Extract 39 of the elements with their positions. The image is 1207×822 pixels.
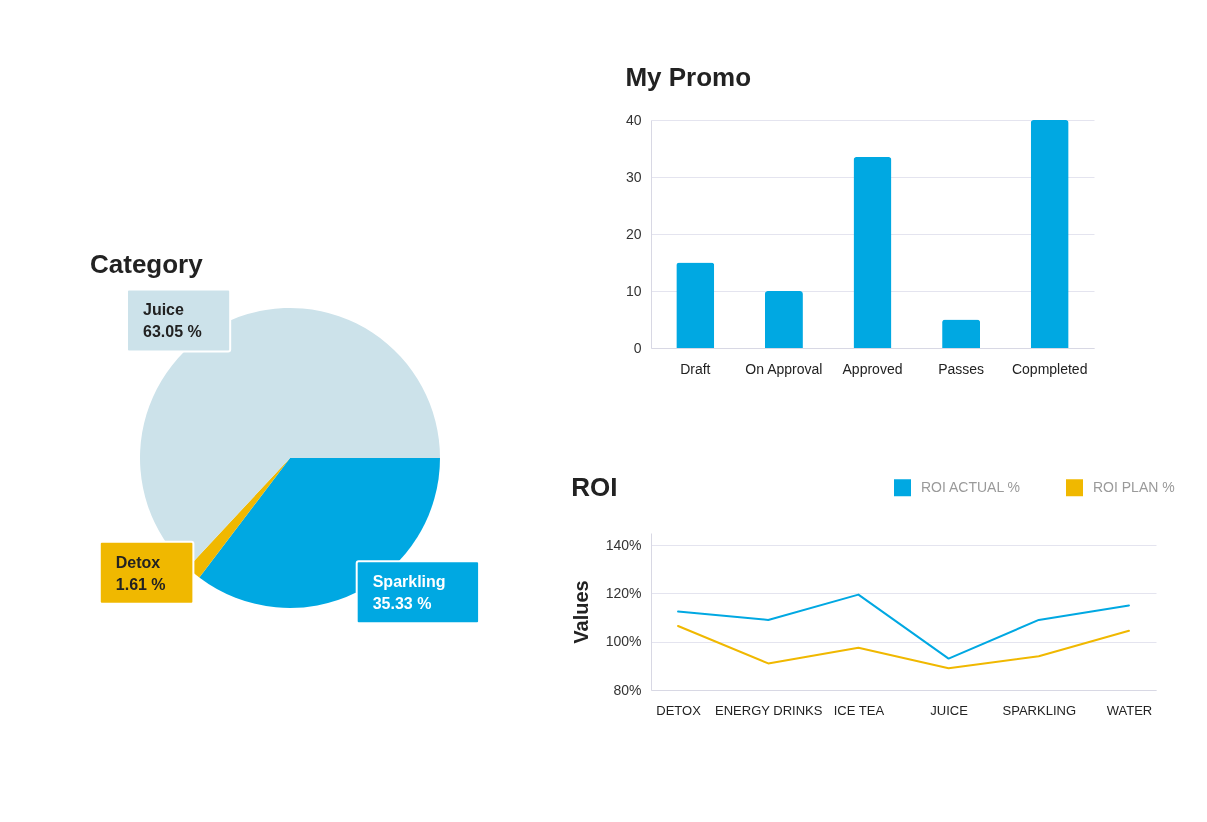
chart-title: ROI: [571, 472, 618, 502]
y-tick-label: 100%: [605, 633, 642, 650]
chart-title: Category: [90, 249, 204, 279]
slice-label: Juice: [142, 301, 184, 319]
y-axis-title: Values: [569, 580, 592, 644]
y-tick-label: 40: [625, 111, 642, 128]
x-tick-label: WATER: [1106, 702, 1153, 718]
x-tick-label: DETOX: [656, 702, 702, 718]
y-tick-label: 120%: [605, 584, 642, 601]
y-tick-label: 20: [625, 225, 642, 242]
legend-label: ROI ACTUAL %: [921, 478, 1021, 495]
data-label: 63.05 %: [142, 323, 202, 341]
bar: [764, 291, 803, 348]
bar: [853, 157, 892, 348]
x-tick-label: Draft: [680, 360, 711, 377]
data-label: 1.61 %: [115, 575, 166, 593]
x-tick-label: ENERGY DRINKS: [715, 702, 823, 718]
x-tick-label: ICE TEA: [833, 702, 885, 718]
slice-label: Detox: [115, 553, 161, 571]
bar: [676, 262, 715, 348]
line-series: [677, 593, 1130, 660]
x-tick-label: On Approval: [745, 360, 823, 377]
y-tick-label: 140%: [605, 536, 642, 553]
y-tick-label: 80%: [613, 681, 642, 698]
bar: [1030, 120, 1069, 348]
bar: [942, 319, 981, 348]
legend-label: ROI PLAN %: [1093, 478, 1175, 495]
x-tick-label: Passes: [938, 360, 985, 377]
chart-title: My Promo: [625, 62, 752, 92]
y-tick-label: 0: [633, 339, 642, 356]
x-tick-label: Approved: [842, 360, 903, 377]
data-label: 35.33 %: [372, 595, 432, 613]
x-tick-label: Copmpleted: [1011, 360, 1088, 377]
y-tick-label: 30: [625, 168, 642, 185]
x-tick-label: JUICE: [930, 702, 969, 718]
slice-label: Sparkling: [372, 573, 446, 591]
x-tick-label: SPARKLING: [1002, 702, 1076, 718]
line-series: [677, 624, 1130, 670]
y-tick-label: 10: [625, 282, 642, 299]
